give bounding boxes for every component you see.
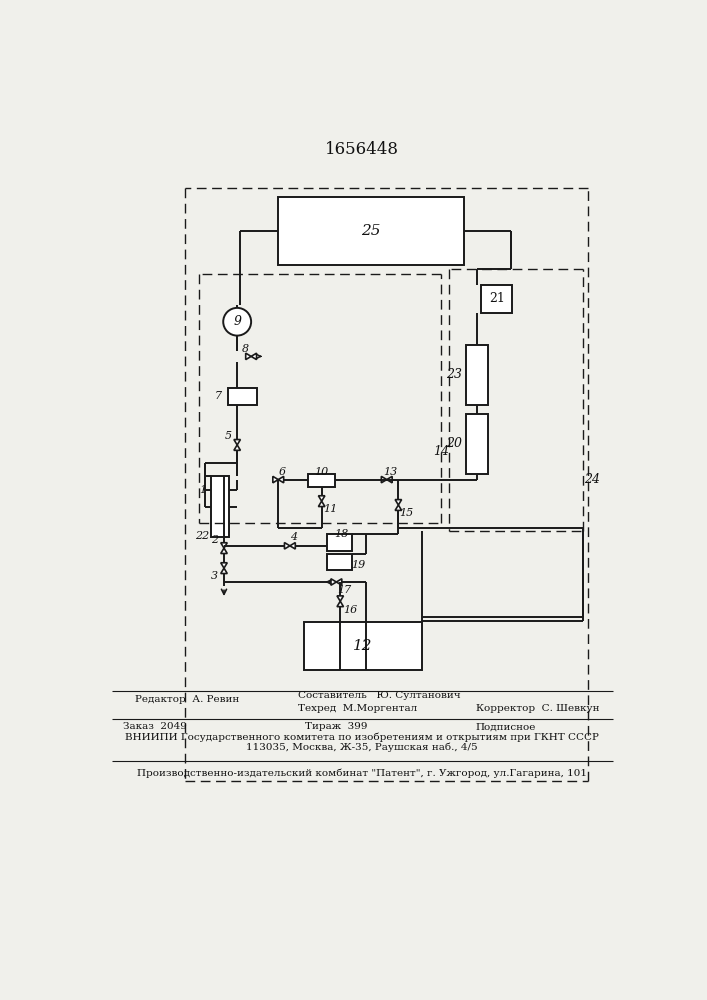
Text: 7: 7 (215, 391, 222, 401)
Text: 11: 11 (323, 504, 337, 514)
Text: Тираж  399: Тираж 399 (305, 722, 368, 731)
Polygon shape (221, 563, 227, 568)
Text: 16: 16 (343, 605, 358, 615)
Polygon shape (273, 476, 279, 483)
Text: Составитель   Ю. Султанович: Составитель Ю. Султанович (298, 691, 460, 700)
Text: 20: 20 (446, 437, 462, 450)
Polygon shape (381, 476, 387, 483)
Text: Подписное: Подписное (476, 722, 536, 731)
Text: 2: 2 (211, 535, 218, 545)
Text: 4: 4 (290, 532, 298, 542)
Polygon shape (279, 476, 284, 483)
Polygon shape (234, 445, 240, 450)
Text: 21: 21 (489, 292, 505, 305)
Text: 113035, Москва, Ж-35, Раушская наб., 4/5: 113035, Москва, Ж-35, Раушская наб., 4/5 (246, 743, 478, 752)
Polygon shape (234, 440, 240, 445)
Text: 5: 5 (224, 431, 231, 441)
Polygon shape (395, 500, 402, 505)
Text: 22: 22 (195, 531, 209, 541)
Polygon shape (221, 548, 227, 554)
Text: 6: 6 (279, 467, 286, 477)
Bar (211, 476, 230, 537)
Bar (327, 534, 352, 551)
Text: ВНИИПИ Государственного комитета по изобретениям и открытиям при ГКНТ СССР: ВНИИПИ Государственного комитета по изоб… (125, 732, 599, 742)
Text: 18: 18 (334, 529, 348, 539)
Polygon shape (290, 543, 296, 549)
Polygon shape (246, 353, 251, 360)
Text: 10: 10 (315, 467, 329, 477)
Bar (481, 285, 513, 312)
Polygon shape (251, 353, 257, 360)
Polygon shape (318, 496, 325, 501)
Text: 1: 1 (199, 485, 206, 495)
Bar (466, 345, 488, 405)
Text: 23: 23 (446, 368, 462, 381)
Text: Редактор  А. Ревин: Редактор А. Ревин (135, 695, 239, 704)
Bar (466, 414, 488, 474)
Polygon shape (337, 596, 344, 601)
Text: 24: 24 (584, 473, 600, 486)
Text: 3: 3 (211, 571, 218, 581)
Text: Производственно-издательский комбинат "Патент", г. Ужгород, ул.Гагарина, 101: Производственно-издательский комбинат "П… (137, 768, 587, 778)
Text: 15: 15 (399, 508, 414, 518)
Polygon shape (318, 501, 325, 507)
Text: 19: 19 (351, 560, 366, 570)
Polygon shape (284, 543, 290, 549)
Bar (279, 197, 464, 265)
Bar (308, 474, 335, 487)
Text: Корректор  С. Шевкун: Корректор С. Шевкун (476, 704, 600, 713)
Bar (327, 554, 352, 570)
Polygon shape (387, 476, 392, 483)
Text: 25: 25 (361, 224, 381, 238)
Text: 17: 17 (337, 585, 351, 595)
Text: 13: 13 (383, 467, 398, 477)
Bar (228, 388, 257, 405)
Text: Заказ  2049: Заказ 2049 (123, 722, 187, 731)
Bar (304, 622, 421, 670)
Text: 9: 9 (233, 315, 241, 328)
Circle shape (223, 308, 251, 336)
Polygon shape (395, 505, 402, 510)
Text: 1656448: 1656448 (325, 141, 399, 158)
Polygon shape (221, 568, 227, 574)
Polygon shape (337, 601, 344, 607)
Text: 8: 8 (241, 344, 248, 354)
Text: Техред  М.Моргентал: Техред М.Моргентал (298, 704, 417, 713)
Polygon shape (337, 579, 341, 585)
Text: 14: 14 (433, 445, 449, 458)
Text: 12: 12 (353, 639, 373, 653)
Polygon shape (331, 579, 337, 585)
Polygon shape (221, 543, 227, 548)
